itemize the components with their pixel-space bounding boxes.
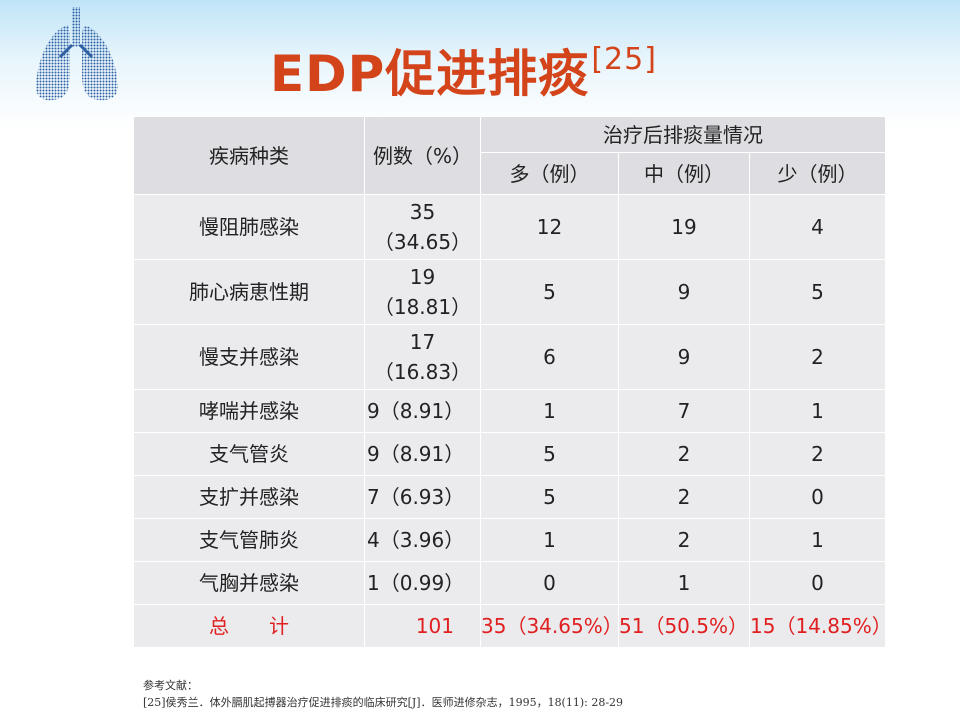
count-percent: （16.83） (373, 360, 472, 384)
count-percent: （34.65） (373, 230, 472, 254)
medium-cell: 2 (618, 475, 750, 519)
more-cell: 5 (480, 432, 619, 476)
count-cell: 1（0.99） (364, 561, 481, 605)
count-cell: 4（3.96） (364, 518, 481, 562)
more-cell: 0 (480, 561, 619, 605)
less-cell: 2 (748, 324, 887, 390)
count-cell: 7（6.93） (364, 475, 481, 519)
table-row: 肺心病恵性期 19 （18.81） 5 9 5 (133, 259, 887, 325)
total-less: 15（14.85%） (748, 604, 892, 648)
more-cell: 6 (480, 324, 619, 390)
header-less: 少（例） (748, 152, 887, 195)
more-cell: 5 (480, 475, 619, 519)
references: 参考文献： [25]侯秀兰．体外膈肌起搏器治疗促进排痰的临床研究[J]．医师进修… (143, 677, 623, 711)
table-row: 慢支并感染 17 （16.83） 6 9 2 (133, 324, 887, 390)
table-row: 支气管炎 9（8.91） 5 2 2 (133, 432, 887, 476)
count-cell: 17 （16.83） (364, 324, 481, 390)
title-citation: [25] (591, 42, 657, 77)
more-cell: 1 (480, 518, 619, 562)
less-cell: 4 (748, 194, 887, 260)
count-cell: 35 （34.65） (364, 194, 481, 260)
references-heading: 参考文献： (143, 679, 198, 692)
header-row: 疾病种类 例数（%） 治疗后排痰量情况 (133, 116, 887, 195)
medium-cell: 2 (618, 432, 750, 476)
medium-cell: 2 (618, 518, 750, 562)
count-cell: 9（8.91） (364, 432, 481, 476)
count-value: 17 (409, 330, 436, 354)
disease-cell: 气胸并感染 (133, 561, 365, 605)
header-count: 例数（%） (364, 116, 481, 195)
table-row: 支气管肺炎 4（3.96） 1 2 1 (133, 518, 887, 562)
table-row: 哮喘并感染 9（8.91） 1 7 1 (133, 389, 887, 433)
less-cell: 2 (748, 432, 887, 476)
medium-cell: 9 (618, 259, 750, 325)
less-cell: 1 (748, 389, 887, 433)
less-cell: 1 (748, 518, 887, 562)
lungs-logo-icon (35, 7, 119, 101)
disease-cell: 哮喘并感染 (133, 389, 365, 433)
disease-cell: 支气管肺炎 (133, 518, 365, 562)
medium-cell: 19 (618, 194, 750, 260)
header-medium: 中（例） (618, 152, 750, 195)
medium-cell: 7 (618, 389, 750, 433)
disease-cell: 肺心病恵性期 (133, 259, 365, 325)
total-medium: 51（50.5%） (618, 604, 750, 648)
header-more: 多（例） (480, 152, 619, 195)
total-label: 总 计 (133, 604, 365, 648)
medium-cell: 9 (618, 324, 750, 390)
header-group: 治疗后排痰量情况 (479, 116, 887, 153)
sputum-table: 疾病种类 例数（%） 治疗后排痰量情况 多（例） 中（例） 少（例） 慢阻肺感染… (133, 116, 892, 648)
more-cell: 1 (480, 389, 619, 433)
disease-cell: 支扩并感染 (133, 475, 365, 519)
reference-item: [25]侯秀兰．体外膈肌起搏器治疗促进排痰的临床研究[J]．医师进修杂志，199… (143, 696, 624, 709)
header-disease: 疾病种类 (133, 116, 365, 195)
less-cell: 0 (748, 561, 887, 605)
more-cell: 5 (480, 259, 619, 325)
disease-cell: 支气管炎 (133, 432, 365, 476)
subheader-row: 多（例） 中（例） 少（例） (134, 152, 887, 195)
count-value: 35 (409, 200, 436, 224)
disease-cell: 慢阻肺感染 (133, 194, 365, 260)
less-cell: 5 (748, 259, 887, 325)
table-row: 支扩并感染 7（6.93） 5 2 0 (133, 475, 887, 519)
total-row: 总 计 101 35（34.65%） 51（50.5%） 15（14.85%） (133, 604, 892, 648)
less-cell: 0 (748, 475, 887, 519)
total-more: 35（34.65%） (480, 604, 623, 648)
count-cell: 9（8.91） (364, 389, 481, 433)
count-percent: （18.81） (373, 295, 472, 319)
table-row: 慢阻肺感染 35 （34.65） 12 19 4 (133, 194, 887, 260)
slide-title: EDP促进排痰[25] (270, 34, 657, 106)
title-text: EDP促进排痰 (270, 45, 590, 103)
count-value: 19 (409, 265, 436, 289)
more-cell: 12 (480, 194, 619, 260)
disease-cell: 慢支并感染 (133, 324, 365, 390)
medium-cell: 1 (618, 561, 750, 605)
total-count: 101 (364, 604, 481, 648)
table-row: 气胸并感染 1（0.99） 0 1 0 (133, 561, 887, 605)
count-cell: 19 （18.81） (364, 259, 481, 325)
